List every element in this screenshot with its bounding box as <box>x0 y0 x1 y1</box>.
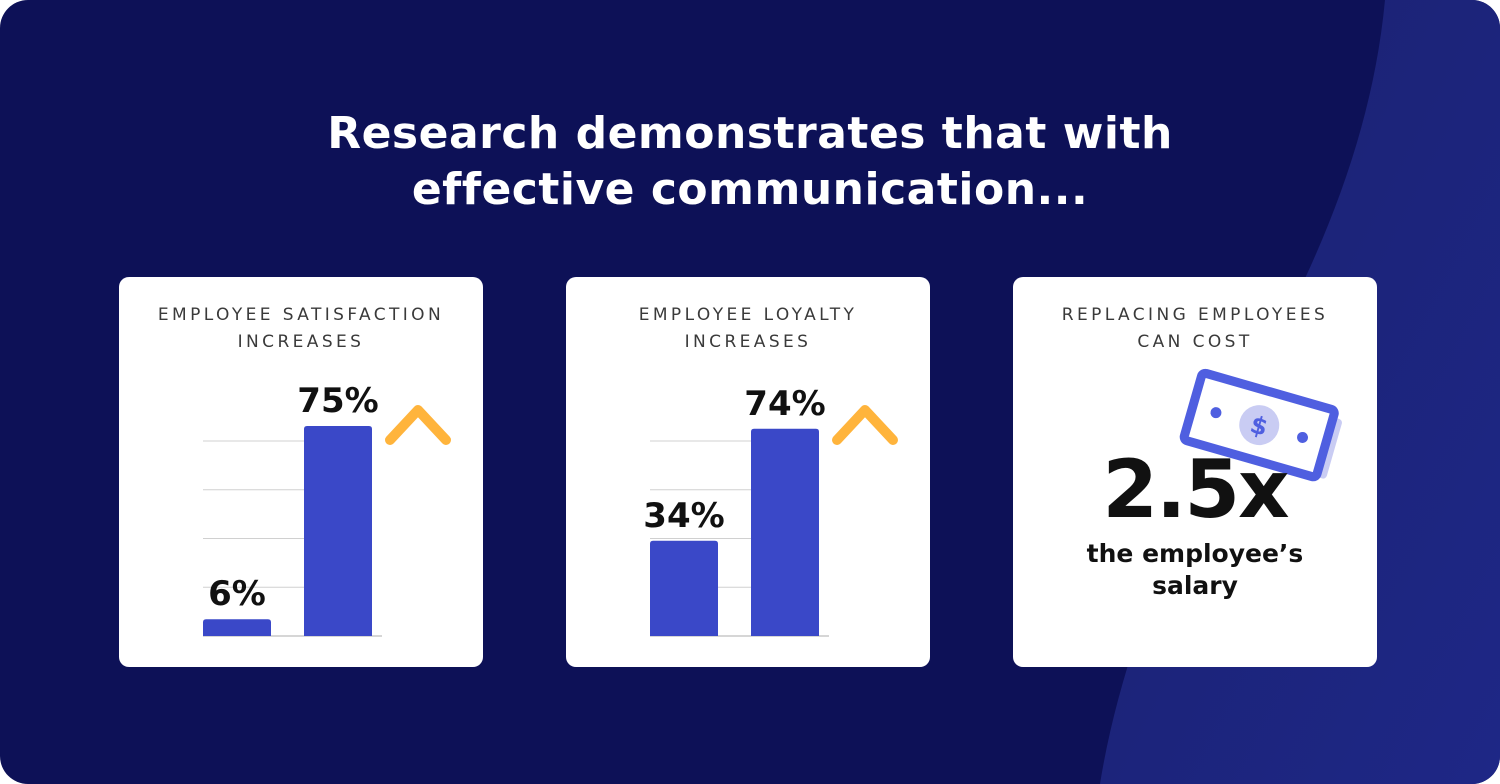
card-title: EMPLOYEE LOYALTY INCREASES <box>566 302 930 356</box>
satisfaction-card: EMPLOYEE SATISFACTION INCREASES 6% 75% <box>119 277 483 667</box>
loyalty-card: EMPLOYEE LOYALTY INCREASES 34% 74% <box>566 277 930 667</box>
card-title-line-2: INCREASES <box>237 332 365 352</box>
arrow-up-icon <box>832 405 898 537</box>
headline-line-1: Research demonstrates that with <box>327 108 1173 159</box>
bar-value-label: 6% <box>208 574 266 614</box>
dollar-bill-icon: $ <box>1179 368 1342 482</box>
headline: Research demonstrates that with effectiv… <box>200 106 1300 218</box>
bar <box>203 619 271 636</box>
caption-line-1: the employee’s <box>1086 539 1304 568</box>
bar-value-label: 74% <box>744 384 825 424</box>
card-title-line-2: INCREASES <box>684 332 812 352</box>
card-title-line-1: EMPLOYEE LOYALTY <box>638 305 858 325</box>
replacement-cost-value: 2.5x <box>1102 443 1289 536</box>
satisfaction-bar-chart: 6% 75% <box>203 381 382 637</box>
svg-text:$: $ <box>1247 410 1271 442</box>
loyalty-bar-chart: 34% 74% <box>643 384 829 637</box>
card-title-line-2: CAN COST <box>1137 332 1253 352</box>
card-title: EMPLOYEE SATISFACTION INCREASES <box>119 302 483 356</box>
replacement-cost-card: REPLACING EMPLOYEES CAN COST $ 2.5x the … <box>1013 277 1377 667</box>
card-title-line-1: EMPLOYEE SATISFACTION <box>157 305 445 325</box>
replacement-cost-caption: the employee’s salary <box>1013 538 1377 602</box>
bar <box>650 540 718 636</box>
caption-line-2: salary <box>1152 571 1238 600</box>
card-title-line-1: REPLACING EMPLOYEES <box>1061 305 1329 325</box>
bar <box>751 428 819 636</box>
card-title: REPLACING EMPLOYEES CAN COST <box>1013 302 1377 356</box>
bar-value-label: 34% <box>643 496 724 536</box>
bar <box>304 426 372 636</box>
bar-value-label: 75% <box>297 381 378 421</box>
headline-line-2: effective communication... <box>411 164 1089 215</box>
arrow-up-icon <box>385 405 451 537</box>
